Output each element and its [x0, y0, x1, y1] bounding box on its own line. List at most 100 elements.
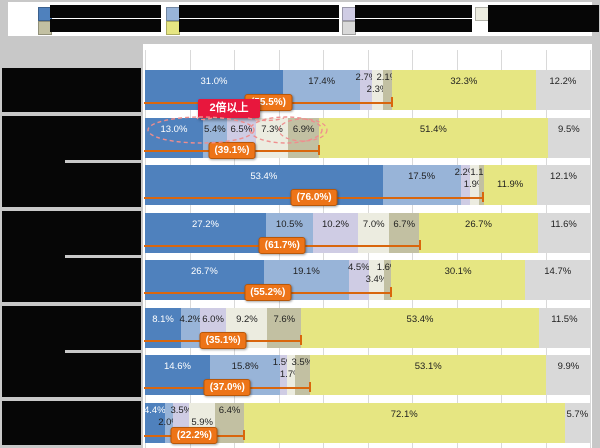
cumulative-end-tick [482, 192, 485, 202]
row-label-unreadable-block [2, 68, 141, 112]
cumulative-value-label: (55.2%) [244, 284, 292, 301]
segment-value-label: 1.9% [463, 179, 486, 190]
segment-value-label: 26.7% [190, 266, 218, 277]
bar-segment [368, 260, 384, 300]
segment-value-label: 8.1% [152, 314, 174, 325]
cumulative-end-tick [317, 145, 320, 155]
bar-segment [181, 308, 200, 348]
bar-segment [294, 355, 311, 395]
row-label-unreadable-block [2, 163, 141, 207]
segment-value-label: 11.6% [550, 219, 577, 230]
segment-value-label: 6.4% [218, 405, 241, 416]
segment-value-label: 11.9% [496, 179, 524, 190]
segment-value-label: 72.1% [390, 409, 418, 420]
segment-value-label: 4.4% [143, 405, 166, 416]
legend-swatch [342, 7, 356, 21]
segment-value-label: 53.4% [250, 171, 278, 182]
bar-segment [537, 213, 590, 253]
cumulative-end-tick [308, 382, 311, 392]
segment-value-label: 4.2% [179, 314, 202, 325]
segment-value-label: 13.0% [160, 124, 188, 135]
segment-value-label: 3.4% [365, 274, 388, 285]
bar-segment [382, 70, 392, 110]
bar-segment [310, 355, 547, 395]
legend-label-unreadable-block [355, 19, 472, 32]
bar-segment [460, 165, 471, 205]
segment-value-label: 7.3% [261, 124, 283, 135]
bar-segment [419, 213, 538, 253]
legend-label-unreadable-block [488, 5, 599, 32]
segment-value-label: 6.0% [202, 314, 224, 325]
segment-value-label: 30.1% [444, 266, 472, 277]
legend [8, 2, 599, 36]
legend-swatch [475, 7, 489, 21]
segment-value-label: 3.5% [291, 357, 314, 368]
legend-swatch [342, 21, 356, 35]
legend-swatch [166, 21, 180, 35]
bar-segment [383, 260, 392, 300]
bar-segment [538, 308, 590, 348]
segment-value-label: 14.7% [544, 266, 572, 277]
segment-value-label: 5.4% [204, 124, 226, 135]
cumulative-value-label: (22.2%) [170, 427, 218, 444]
bar-segment [391, 70, 536, 110]
segment-value-label: 14.6% [164, 361, 191, 372]
segment-value-label: 7.0% [362, 219, 385, 230]
legend-label-unreadable-block [179, 19, 339, 32]
legend-label-unreadable-block [355, 5, 472, 18]
cumulative-value-label: (37.0%) [203, 379, 251, 396]
bar-segment [243, 403, 565, 443]
segment-value-label: 1.6% [376, 262, 399, 273]
row-label-unreadable-block [2, 306, 141, 350]
segment-value-label: 53.1% [414, 361, 442, 372]
segment-value-label: 19.1% [292, 266, 320, 277]
cumulative-value-label: (35.1%) [199, 332, 247, 349]
bar-segment [478, 165, 484, 205]
segment-value-label: 7.6% [273, 314, 296, 325]
segment-value-label: 27.2% [192, 219, 219, 230]
row-label-unreadable-block [2, 211, 141, 255]
legend-label-unreadable-block [179, 5, 339, 18]
segment-value-label: 31.0% [200, 76, 228, 87]
segment-value-label: 53.4% [406, 314, 434, 325]
legend-swatch [166, 7, 180, 21]
bar-segment [348, 260, 369, 300]
segment-value-label: 26.7% [465, 219, 492, 230]
segment-value-label: 9.2% [236, 314, 258, 325]
bar-segment [564, 403, 590, 443]
bar-segment [286, 355, 295, 395]
bar-segment [372, 70, 383, 110]
cumulative-value-label: (39.1%) [208, 142, 256, 159]
gridline-vertical [590, 50, 591, 448]
segment-value-label: 12.1% [550, 171, 577, 182]
bar-segment [280, 355, 287, 395]
cumulative-end-tick [389, 287, 392, 297]
segment-value-label: 10.2% [321, 219, 349, 230]
cumulative-value-label: (76.0%) [290, 189, 338, 206]
segment-value-label: 2.2% [454, 167, 477, 178]
bar-segment [547, 118, 590, 158]
bar-segment [483, 165, 537, 205]
segment-value-label: 5.7% [566, 409, 589, 420]
cumulative-end-tick [242, 430, 245, 440]
segment-value-label: 51.4% [419, 124, 447, 135]
segment-value-label: 9.5% [558, 124, 580, 135]
segment-value-label: 1.5% [272, 357, 295, 368]
bar-segment [525, 260, 591, 300]
segment-value-label: 32.3% [450, 76, 478, 87]
cumulative-value-label: (61.7%) [258, 237, 306, 254]
annotation-callout-box: 2倍以上 [198, 99, 260, 118]
segment-value-label: 4.5% [347, 262, 370, 273]
segment-value-label: 2.1% [376, 72, 399, 83]
segment-value-label: 17.5% [408, 171, 436, 182]
segment-value-label: 11.5% [551, 314, 578, 325]
cumulative-end-tick [390, 97, 393, 107]
segment-value-label: 2.3% [366, 84, 389, 95]
legend-label-unreadable-block [50, 19, 161, 32]
legend-label-unreadable-block [50, 5, 161, 18]
bar-segment [145, 403, 165, 443]
segment-value-label: 10.5% [275, 219, 303, 230]
row-label-unreadable-block [2, 258, 141, 302]
bar-segment [536, 165, 591, 205]
segment-value-label: 9.9% [557, 361, 580, 372]
